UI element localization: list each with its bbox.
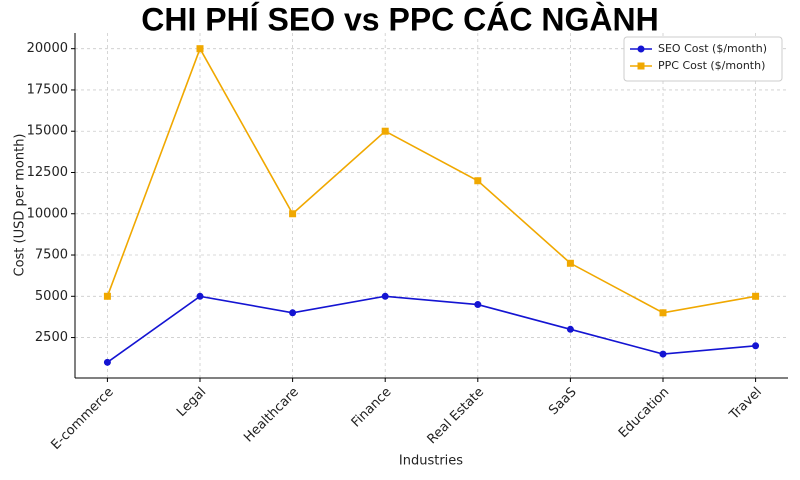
point <box>289 210 297 218</box>
y-tick-label: 15000 <box>27 124 68 139</box>
point <box>659 309 667 317</box>
point <box>289 309 297 317</box>
series-line <box>106 46 756 314</box>
y-tick-label: 12500 <box>27 165 68 180</box>
x-tick-label: Education <box>616 385 672 441</box>
x-tick-label: Finance <box>349 385 395 431</box>
y-tick-label: 7500 <box>35 248 68 263</box>
y-tick-label: 17500 <box>27 82 68 97</box>
point <box>196 292 204 300</box>
chart-title: CHI PHÍ SEO vs PPC CÁC NGÀNH <box>141 1 658 37</box>
y-tick-label: 2500 <box>35 330 68 345</box>
x-tick-label: SaaS <box>546 385 580 419</box>
point <box>566 259 574 267</box>
legend-label: PPC Cost ($/month) <box>658 59 765 72</box>
series-line <box>106 295 756 363</box>
legend-box <box>623 36 783 82</box>
x-tick-label: Travel <box>726 385 765 424</box>
point <box>659 350 667 358</box>
legend-marker <box>637 45 645 53</box>
point <box>381 127 389 135</box>
x-tick-label: Real Estate <box>425 385 487 447</box>
legend-marker <box>637 62 645 70</box>
point <box>103 292 111 300</box>
y-axis-label: Cost (USD per month) <box>13 133 28 276</box>
point <box>752 292 760 300</box>
x-tick-label: E-commerce <box>48 385 116 453</box>
point <box>752 342 760 350</box>
point <box>103 358 111 366</box>
x-tick-label: Legal <box>174 385 209 420</box>
point <box>566 325 574 333</box>
y-tick-label: 5000 <box>35 289 68 304</box>
y-tick-label: 20000 <box>27 41 68 56</box>
point <box>196 45 204 53</box>
point <box>474 301 482 309</box>
point <box>474 177 482 185</box>
x-axis-label: Industries <box>399 454 463 469</box>
y-tick-label: 10000 <box>27 206 68 221</box>
legend-label: SEO Cost ($/month) <box>658 42 767 55</box>
point <box>381 292 389 300</box>
x-tick-label: Healthcare <box>241 385 302 446</box>
